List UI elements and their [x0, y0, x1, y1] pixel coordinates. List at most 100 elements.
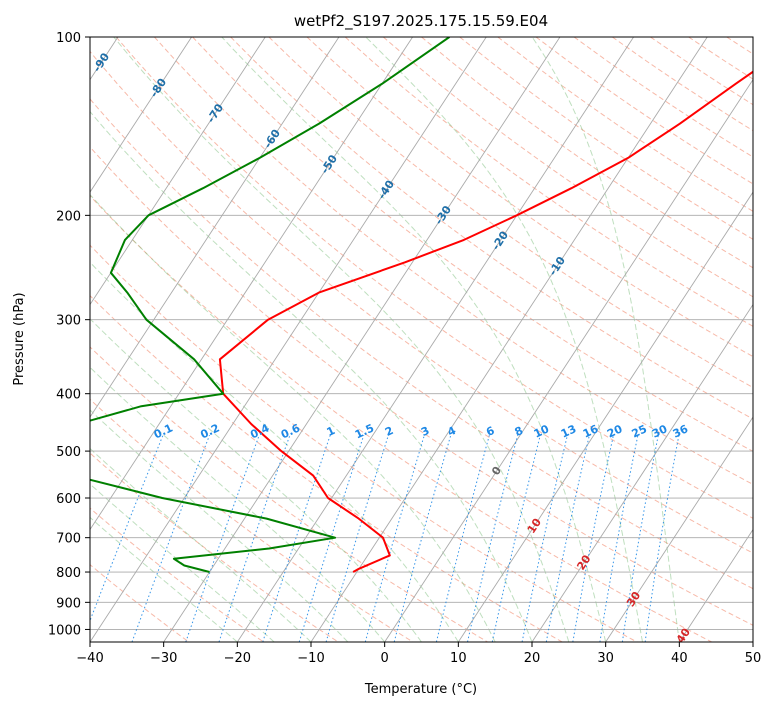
dry-adiabat — [90, 398, 414, 642]
isotherm-label: -40 — [375, 178, 397, 202]
y-tick-label: 300 — [56, 314, 81, 329]
isotherm-line — [90, 37, 192, 193]
dry-adiabat — [344, 37, 753, 327]
y-tick-label: 1000 — [48, 623, 81, 638]
moist-adiabat — [90, 409, 349, 642]
chart-title: wetPf2_S197.2025.175.15.59.E04 — [294, 12, 548, 31]
dry-adiabat — [90, 146, 753, 626]
mixing-ratio-line — [131, 435, 210, 642]
mixing-ratio-label: 4 — [446, 424, 459, 439]
dry-adiabat — [726, 37, 753, 55]
mixing-ratio-label: 1 — [325, 424, 337, 439]
moist-adiabat — [90, 193, 496, 642]
mixing-ratio-label: 10 — [532, 422, 552, 440]
moist-adiabat — [90, 261, 459, 642]
moist-adiabat — [90, 366, 386, 642]
mixing-ratio-line — [90, 435, 164, 622]
mixing-ratio-label: 13 — [559, 422, 578, 440]
mixing-ratio-line — [644, 435, 680, 642]
isotherm-label: -30 — [432, 203, 454, 227]
dry-adiabat — [90, 294, 563, 642]
isotherm-line — [752, 641, 753, 642]
x-tick-label: 40 — [671, 651, 688, 666]
isotherm-label: 10 — [525, 516, 544, 536]
y-tick-label: 400 — [56, 388, 81, 403]
mixing-ratio-line — [262, 435, 331, 642]
isotherm-line — [531, 303, 753, 642]
moist-adiabat — [90, 483, 275, 642]
x-tick-label: 10 — [450, 651, 467, 666]
mixing-ratio-label: 20 — [605, 422, 625, 440]
dry-adiabat — [688, 37, 753, 80]
mixing-ratio-line — [491, 435, 541, 642]
isotherm-label: -20 — [489, 229, 511, 253]
moist-adiabat — [90, 447, 312, 642]
dry-adiabat — [306, 37, 753, 358]
mixing-ratio-line — [435, 435, 490, 642]
mixing-ratio-line — [599, 435, 639, 642]
mixing-ratio-line — [393, 435, 452, 642]
isotherm-line — [163, 37, 561, 642]
dry-adiabat — [765, 37, 775, 642]
y-tick-label: 600 — [56, 492, 81, 507]
isotherm-line — [457, 191, 753, 642]
mixing-ratio-label: 16 — [581, 422, 601, 440]
dry-adiabat — [90, 195, 712, 642]
isotherm-line — [310, 37, 708, 642]
dry-adiabat — [459, 37, 753, 240]
x-tick-label: −10 — [297, 651, 324, 666]
isotherm-line — [384, 78, 753, 642]
dry-adiabat — [90, 563, 190, 642]
x-tick-label: 30 — [597, 651, 614, 666]
isotherm-label: -80 — [147, 76, 169, 100]
mixing-ratio-label: 30 — [650, 422, 670, 440]
isotherm-line — [90, 37, 266, 306]
dry-adiabat — [497, 37, 753, 212]
x-tick-label: −30 — [150, 651, 177, 666]
mixing-ratio-label: 0.6 — [279, 421, 302, 441]
mixing-ratio-line — [185, 435, 260, 642]
isotherm-label: 0 — [489, 464, 504, 478]
dry-adiabat — [612, 37, 753, 132]
dry-adiabat — [115, 37, 753, 519]
mixing-ratio-label: 25 — [630, 422, 649, 440]
x-tick-label: −40 — [76, 651, 103, 666]
x-axis-label: Temperature (°C) — [364, 682, 477, 697]
moist-adiabat — [365, 37, 643, 642]
y-axis: 100 200 300 400 500 600 700 800 900 1000 — [48, 31, 90, 638]
moist-adiabat — [90, 318, 422, 642]
mixing-ratio-line — [467, 435, 519, 642]
mixing-ratio-label: 0.1 — [152, 421, 175, 441]
dry-adiabat — [90, 98, 753, 590]
isotherm-line — [90, 37, 487, 642]
temperature-trace — [218, 70, 753, 573]
moist-adiabat — [90, 516, 238, 642]
dewpoint-trace — [90, 37, 450, 573]
x-tick-label: 0 — [381, 651, 389, 666]
isotherm-label: -50 — [318, 152, 340, 176]
isotherm-line — [90, 37, 340, 418]
mixing-ratio-label: 2 — [383, 424, 395, 439]
y-tick-label: 800 — [56, 566, 81, 581]
y-tick-label: 100 — [56, 31, 81, 46]
mixing-ratio-label: 8 — [513, 424, 525, 439]
plot-background-lines — [90, 37, 775, 642]
y-axis-label: Pressure (hPa) — [12, 292, 27, 385]
moist-adiabat — [90, 110, 533, 642]
isotherm-line — [90, 37, 413, 531]
isotherm-line — [236, 37, 634, 642]
mixing-ratio-line — [364, 435, 425, 642]
x-tick-label: 20 — [524, 651, 541, 666]
dry-adiabat — [382, 37, 753, 298]
isotherm-label: -90 — [90, 50, 112, 74]
mixing-ratio-line — [545, 435, 590, 642]
dry-adiabat — [90, 244, 638, 642]
dry-adiabat — [90, 346, 488, 642]
isotherm-label: -100 — [31, 22, 57, 52]
plot-frame — [89, 36, 754, 643]
y-tick-label: 500 — [56, 445, 81, 460]
mixing-ratio-label: 36 — [671, 422, 691, 440]
mixing-ratio-line — [521, 435, 568, 642]
x-tick-label: 50 — [745, 651, 762, 666]
